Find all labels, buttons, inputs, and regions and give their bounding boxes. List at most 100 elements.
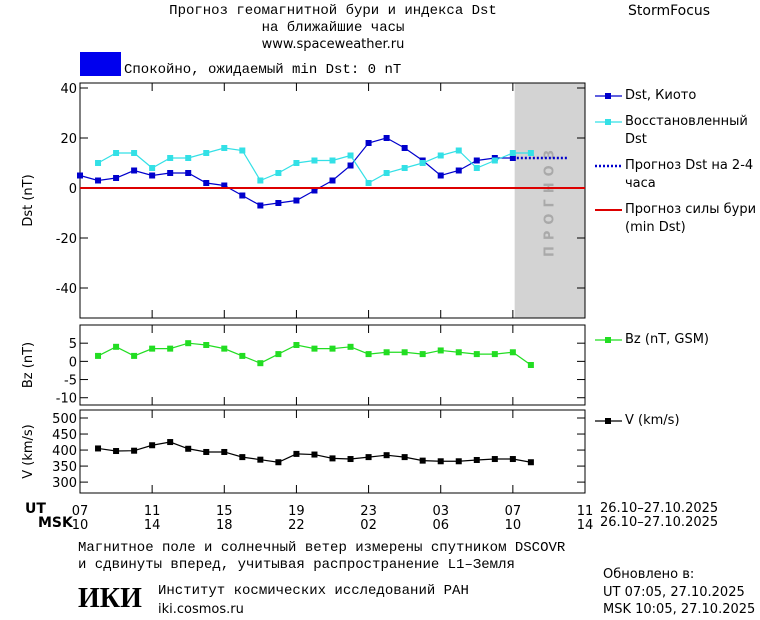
point [401,454,408,461]
point [527,150,534,156]
point [473,456,480,463]
site: iki.cosmos.ru [158,602,244,617]
point [347,456,354,463]
x-tick-label: 11 [577,504,594,519]
x-tick-label: 19 [288,504,305,519]
point [113,448,120,455]
point [167,155,174,161]
date-range: 26.10–27.10.2025 [600,515,719,530]
plot-frame [79,409,586,494]
plot-frame [79,324,586,406]
x-tick-label: 23 [360,504,377,519]
point [257,456,264,463]
point [491,351,498,358]
y-tick-label: 20 [60,132,77,147]
date-range: 26.10–27.10.2025 [600,501,719,516]
url: www.spaceweather.ru [261,37,405,52]
y-tick-label: -40 [56,282,77,297]
point [275,459,282,466]
point [275,200,282,206]
point [203,150,210,156]
point [131,447,138,454]
status-text: Спокойно, ожидаемый min Dst: 0 nT [124,62,402,78]
point [401,165,408,171]
title: Прогноз геомагнитной бури и индекса Dst [169,3,497,19]
point [185,170,192,176]
point [311,157,318,164]
point [149,172,156,179]
point [329,177,336,184]
y-tick-label: 350 [52,460,77,475]
point [293,197,300,204]
point [149,165,156,171]
point [95,352,102,359]
status-indicator [80,52,121,76]
point [365,140,372,146]
x-tick-label: 03 [432,504,449,519]
point [149,442,156,449]
x-axis-label: UT [25,501,46,517]
legend-label: Прогноз силы бури (min Dst) [625,202,757,235]
point [383,452,390,459]
point [311,345,318,352]
point [455,458,462,465]
point [383,135,390,141]
point [401,349,408,356]
x-tick-label: 14 [144,518,161,533]
logo: ИКИ [78,583,142,614]
point [149,345,156,352]
point [473,157,480,164]
y-tick-label: 5 [69,337,77,352]
point [203,448,210,455]
point [257,360,264,367]
y-axis-label: Bz (nT) [21,342,36,388]
point [95,160,102,166]
x-tick-label: 14 [577,518,594,533]
point [437,458,444,465]
legend-marker [605,119,611,125]
point [221,182,228,189]
point [365,351,372,358]
y-axis-label: V (km/s) [21,424,36,479]
point [257,177,264,184]
x-tick-label: 02 [360,518,377,533]
institute: Институт космических исследований РАН [158,583,469,599]
point [419,160,426,166]
point [329,345,336,352]
point [221,145,228,151]
legend-marker [605,418,611,424]
point [455,167,462,174]
point [113,150,120,156]
point [239,192,246,199]
y-tick-label: 300 [52,476,77,491]
point [527,362,534,368]
point [509,456,516,463]
point [437,347,444,354]
point [473,165,480,171]
y-axis-label: Dst (nT) [21,174,36,226]
point [203,180,210,186]
point [167,345,174,352]
point [167,439,174,446]
point [167,170,174,176]
point [455,349,462,356]
point [311,451,318,458]
point [239,147,246,154]
point [77,172,83,179]
x-tick-label: 11 [144,504,161,519]
y-tick-label: 500 [52,412,77,427]
x-tick-label: 10 [72,518,89,533]
x-tick-label: 07 [72,504,89,519]
point [419,457,426,464]
point [113,175,120,181]
point [365,180,372,186]
y-tick-label: 450 [52,428,77,443]
updated-msk: MSK 10:05, 27.10.2025 [603,602,756,617]
x-tick-label: 15 [216,504,233,519]
point [365,454,372,461]
series-line [79,137,513,207]
legend-label: V (km/s) [625,413,680,428]
point [95,445,102,452]
